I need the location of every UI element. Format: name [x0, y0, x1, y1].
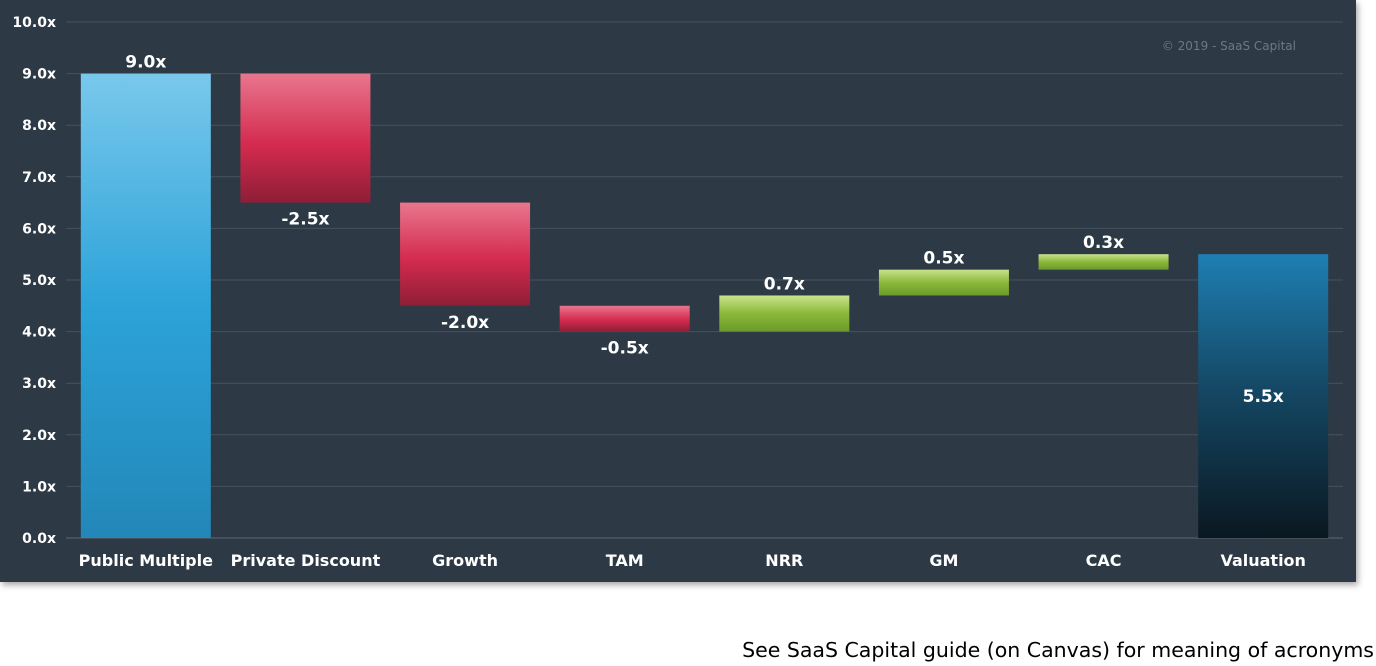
- data-label: -2.0x: [441, 313, 489, 333]
- bar-valuation: [1198, 254, 1329, 538]
- y-tick-label: 7.0x: [22, 170, 56, 186]
- data-label: 0.3x: [1083, 233, 1124, 253]
- bar-nrr: [719, 295, 850, 332]
- category-label: Growth: [432, 551, 498, 570]
- data-label: 0.7x: [764, 274, 805, 294]
- category-label: Valuation: [1220, 551, 1306, 570]
- category-label: CAC: [1086, 551, 1122, 570]
- bar-gm: [878, 269, 1009, 296]
- y-tick-label: 5.0x: [22, 273, 56, 289]
- credit-text: © 2019 - SaaS Capital: [1162, 39, 1296, 53]
- category-label: TAM: [606, 551, 644, 570]
- y-tick-label: 8.0x: [22, 118, 56, 134]
- category-label: GM: [929, 551, 958, 570]
- data-label: 5.5x: [1243, 387, 1284, 407]
- category-label: NRR: [765, 551, 803, 570]
- data-label: 0.5x: [923, 249, 964, 269]
- data-label: 9.0x: [125, 53, 166, 73]
- bar-public-multiple: [80, 73, 211, 538]
- bar-cac: [1038, 254, 1169, 270]
- y-tick-label: 1.0x: [22, 479, 56, 495]
- data-label: -0.5x: [601, 339, 649, 359]
- footnote: See SaaS Capital guide (on Canvas) for m…: [742, 638, 1374, 662]
- chart-panel: 0.0x 1.0x 2.0x 3.0x 4.0x 5.0x 6.0x 7.0x 8.0x 9.0x…: [0, 0, 1356, 582]
- y-tick-label: 9.0x: [22, 67, 56, 83]
- bar-private-discount: [240, 73, 371, 203]
- y-tick-label: 6.0x: [22, 221, 56, 237]
- y-tick-label: 3.0x: [22, 376, 56, 392]
- y-tick-label: 10.0x: [12, 15, 56, 31]
- y-tick-label: 2.0x: [22, 428, 56, 444]
- data-label: -2.5x: [281, 210, 329, 230]
- waterfall-chart: 0.0x 1.0x 2.0x 3.0x 4.0x 5.0x 6.0x 7.0x 8.0x 9.0x…: [12, 15, 1343, 570]
- category-label: Public Multiple: [79, 551, 213, 570]
- y-tick-label: 4.0x: [22, 325, 56, 341]
- category-label: Private Discount: [231, 551, 381, 570]
- y-tick-label: 0.0x: [22, 531, 56, 547]
- bar-growth: [400, 202, 531, 306]
- bar-tam: [559, 305, 690, 332]
